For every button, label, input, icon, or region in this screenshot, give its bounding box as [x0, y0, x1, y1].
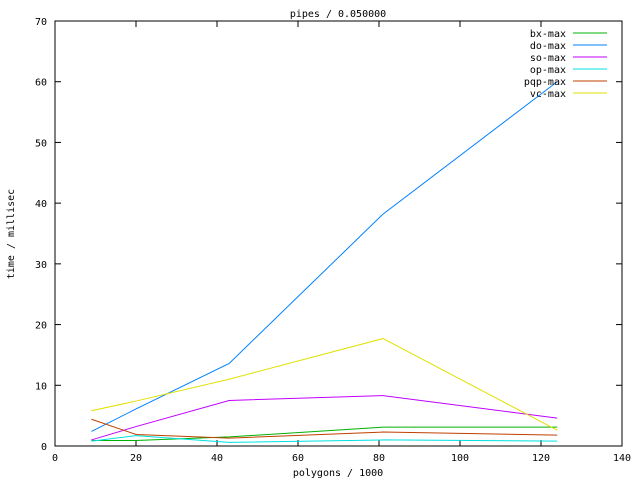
legend-label: pqp-max [524, 77, 566, 88]
y-tick-label: 10 [35, 381, 47, 392]
x-tick-label: 60 [292, 453, 304, 464]
x-tick-label: 80 [373, 453, 385, 464]
legend-label: so-max [530, 53, 566, 64]
x-tick-label: 140 [613, 453, 631, 464]
legend-label: do-max [530, 41, 566, 52]
series-line-pqp-max [91, 418, 558, 439]
plot-frame [54, 20, 623, 447]
series-line-do-max [91, 81, 558, 432]
series-line-so-max [91, 395, 558, 441]
series-line-vc-max [91, 338, 558, 431]
y-tick-label: 20 [35, 321, 47, 332]
legend-label: op-max [530, 65, 566, 76]
series-line-op-max [91, 435, 558, 443]
y-tick-label: 50 [35, 138, 47, 149]
y-tick-label: 70 [35, 17, 47, 28]
x-tick-label: 100 [451, 453, 469, 464]
chart-title: pipes / 0.050000 [290, 9, 386, 20]
x-tick-label: 0 [52, 453, 58, 464]
x-tick-label: 40 [211, 453, 223, 464]
x-tick-label: 20 [130, 453, 142, 464]
y-tick-label: 60 [35, 78, 47, 89]
legend-label: bx-max [530, 29, 566, 40]
series-line-bx-max [91, 426, 558, 442]
x-tick-label: 120 [532, 453, 550, 464]
y-tick-label: 0 [41, 442, 47, 453]
legend-label: vc-max [530, 89, 566, 100]
y-tick-label: 30 [35, 260, 47, 271]
y-axis-label: time / millisec [6, 189, 17, 279]
y-tick-label: 40 [35, 199, 47, 210]
x-axis-label: polygons / 1000 [293, 468, 383, 479]
